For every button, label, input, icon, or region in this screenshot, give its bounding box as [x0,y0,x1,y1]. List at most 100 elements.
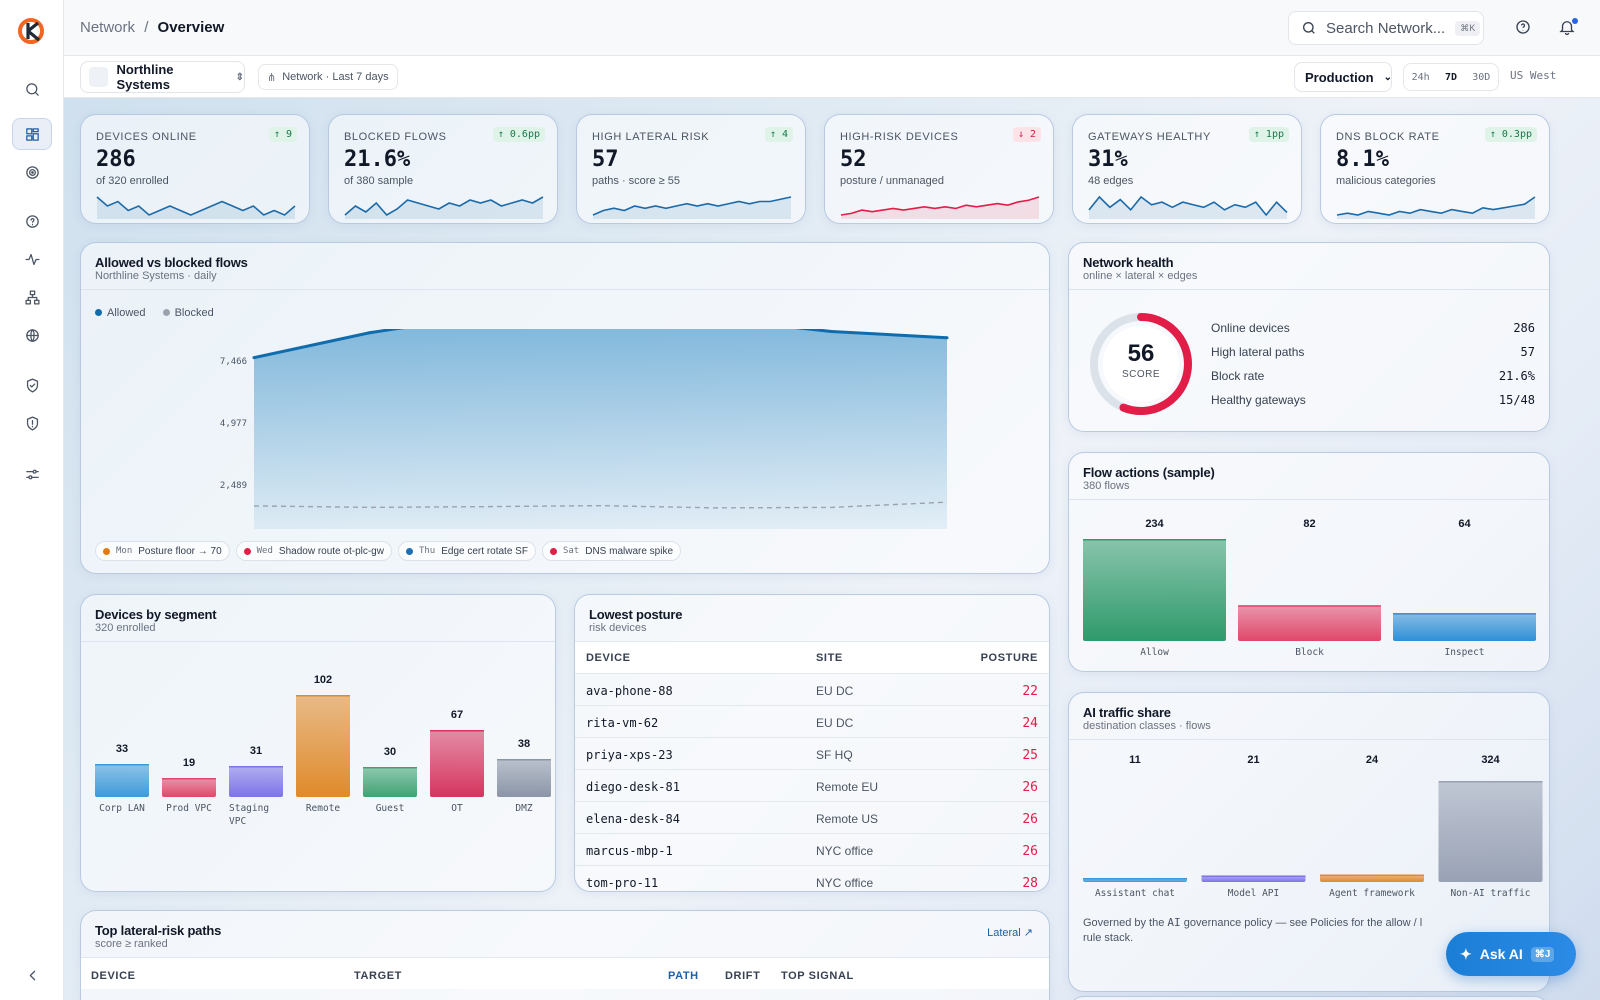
annotation-chip[interactable]: Thu Edge cert rotate SF [397,541,536,561]
filter-bar: Northline Systems ⇕ ⋔ Network · Last 7 d… [64,56,1600,98]
kpi-card[interactable]: DNS BLOCK RATE 8.1% malicious categories ↑ … [1320,114,1550,224]
ai-policy-name[interactable]: AI [1167,916,1181,929]
kpi-card[interactable]: HIGH-RISK DEVICES 52 posture / unmanaged ↓ … [824,114,1054,224]
allowed-point [830,329,833,333]
col-path[interactable]: PATH [668,970,699,982]
bar-value-label: 64 [1458,518,1471,530]
annotation-chip[interactable]: Wed Shadow route ot-plc-gw [235,541,392,561]
flows-chart: 02,4894,9777,4669,954MonTueWedThuFriSatS… [220,329,949,529]
kpi-value: 31% [1088,147,1128,172]
help-circle-icon[interactable] [12,205,52,237]
range-30d[interactable]: 30D [1472,71,1491,83]
col-device[interactable]: DEVICE [91,970,136,982]
environment-select[interactable]: Production ⌄ [1294,62,1392,92]
breadcrumb-parent[interactable]: Network [80,19,136,36]
annotation-chip[interactable]: Sat DNS malware spike [541,541,682,561]
col-device[interactable]: DEVICE [586,652,631,664]
kpi-subtext: malicious categories [1336,175,1436,187]
globe-icon[interactable] [12,319,52,351]
annotation-chip[interactable]: Mon Posture floor → 70 [95,541,230,561]
bar-guest [363,767,417,797]
sparkline-area [1089,197,1287,219]
breadcrumb: Network / Overview [80,19,224,36]
bar-value-label: 102 [314,674,332,686]
ask-ai-button[interactable]: ✦ Ask AI ⌘J [1446,932,1576,976]
shield-check-icon[interactable] [12,369,52,401]
col-target[interactable]: TARGET [354,970,403,982]
annotation-day: Mon [116,546,133,556]
ai-subtitle: destination classes · flows [1083,720,1211,732]
device-name: ava-phone-88 [586,684,673,698]
table-row[interactable]: priya-xps-23 SF HQ 25 [575,737,1049,769]
segments-chart: 33 Corp LAN 19 Prod VPC 31 Staging VPC 102 Remot… [95,674,551,827]
col-drift[interactable]: DRIFT [725,970,761,982]
dashboard-icon[interactable] [12,118,52,150]
org-name: Northline Systems [116,62,174,92]
annotation-dot [243,547,251,555]
range-24h[interactable]: 24h [1411,71,1430,83]
scope-chip[interactable]: ⋔ Network · Last 7 days [258,64,398,90]
ai-footer-text: governance policy — see Policies for the… [1183,917,1423,929]
col-site[interactable]: SITE [816,652,843,664]
org-selector[interactable]: Northline Systems ⇕ [80,61,245,93]
device-name: tom-pro-11 [586,876,659,890]
annotation-day: Sat [562,546,580,556]
range-7d[interactable]: 7D [1444,71,1457,83]
annotation-text: DNS malware spike [585,545,674,557]
sparkline-line [1088,195,1288,217]
activity-icon[interactable] [12,243,52,275]
table-row[interactable]: ava-phone-88 EU DC 22 [575,673,1049,705]
bar-allow [1083,539,1226,641]
col-posture[interactable]: POSTURE [980,652,1038,664]
device-name: priya-xps-23 [586,748,673,762]
search-input[interactable]: Search Network... ⌘K [1288,11,1484,45]
health-score-ring [1090,313,1192,415]
posture-subtitle: risk devices [589,622,647,634]
notification-bell-icon[interactable] [1558,18,1578,38]
posture-card: Lowest posture risk devices DEVICE SITE … [574,594,1050,892]
annotation-text: Edge cert rotate SF [441,545,528,557]
sparkline-line [96,196,296,216]
allowed-point [368,331,371,335]
collapse-sidebar-icon[interactable] [12,959,52,991]
lateral-title: Top lateral-risk paths [95,923,222,938]
kpi-sparkline [1336,196,1536,219]
health-row-label: Block rate [1211,369,1265,383]
region-label[interactable]: US West [1510,69,1557,82]
legend-allowed-dot [95,309,102,316]
divider [1069,289,1549,290]
kpi-subtext: posture / unmanaged [840,175,944,187]
kpi-card[interactable]: DEVICES ONLINE 286 of 320 enrolled ↑ 9 [80,114,310,224]
target-icon[interactable] [12,156,52,188]
divider [81,289,1049,290]
kpi-card[interactable]: BLOCKED FLOWS 21.6% of 380 sample ↑ 0.6pp [328,114,558,224]
annotation-day: Wed [256,546,273,556]
lateral-link[interactable]: Lateral ↗ [987,926,1033,939]
kpi-card[interactable]: GATEWAYS HEALTHY 31% 48 edges ↑ 1pp [1072,114,1302,224]
bar-category-label: Staging [229,803,269,814]
settings-sliders-icon[interactable] [12,458,52,490]
help-icon[interactable] [1514,18,1534,38]
topology-icon[interactable] [12,281,52,313]
health-row-label: High lateral paths [1211,345,1305,359]
shield-alert-icon[interactable] [12,407,52,439]
col-top-signal[interactable]: TOP SIGNAL [781,970,854,982]
kpi-delta-badge: ↑ 9 [268,127,297,142]
bar-agent-framework [1320,874,1424,882]
table-row[interactable]: rita-vm-62 EU DC 24 [575,705,1049,737]
bar-value-label: 234 [1145,518,1164,530]
search-icon[interactable] [12,73,52,105]
kpi-label: BLOCKED FLOWS [344,131,447,143]
kpi-label: HIGH-RISK DEVICES [840,131,959,143]
app-logo[interactable] [16,16,46,46]
table-row[interactable]: marcus-mbp-1 NYC office 26 [575,833,1049,865]
bar-non-ai-traffic [1438,781,1543,882]
table-row[interactable]: elena-desk-84 Remote US 26 [575,801,1049,833]
flows-annotations: Mon Posture floor → 70 Wed Shadow route ot-… [95,541,682,561]
allowed-area [254,329,947,529]
kpi-card[interactable]: HIGH LATERAL RISK 57 paths · score ≥ 55 ↑ 4 [576,114,806,224]
main-content: DEVICES ONLINE 286 of 320 enrolled ↑ 9 BLOCK… [64,98,1600,1000]
table-row[interactable]: diego-desk-81 Remote EU 26 [575,769,1049,801]
top-bar: Network / Overview Search Network... ⌘K [64,0,1600,56]
table-row[interactable]: tom-pro-11 NYC office 28 [575,865,1049,891]
